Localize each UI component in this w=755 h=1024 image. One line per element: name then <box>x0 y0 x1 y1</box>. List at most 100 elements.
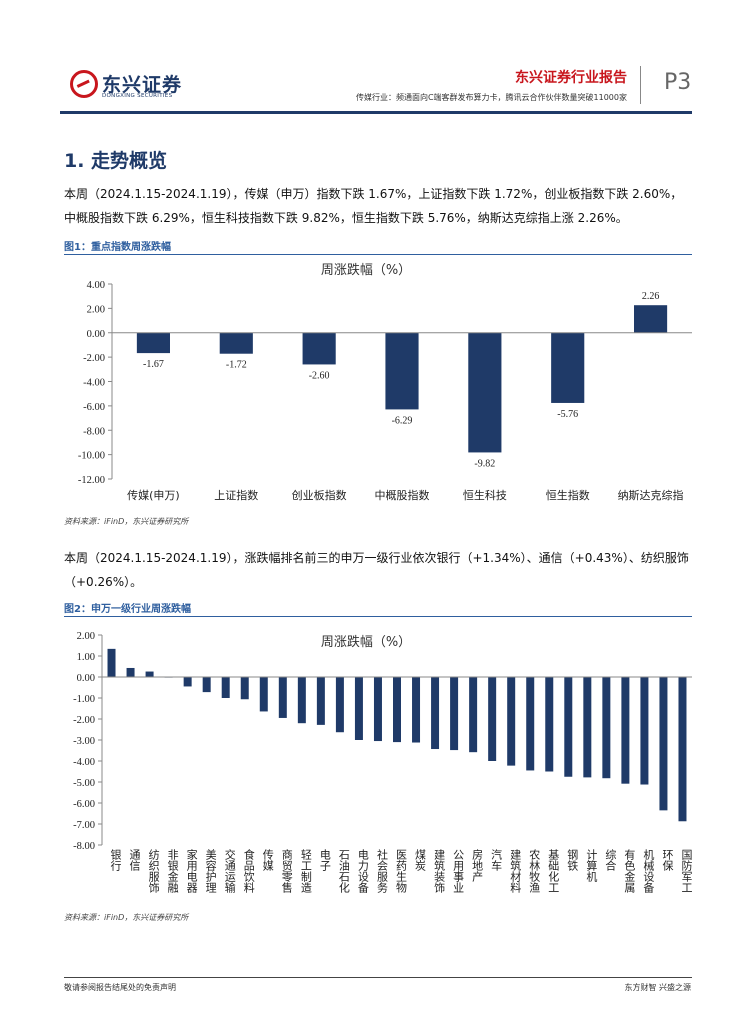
chart-title: 周涨跌幅（%） <box>321 262 411 278</box>
x-category-label: 纺织服饰 <box>147 848 160 893</box>
header-divider <box>640 66 641 104</box>
section-title: 1. 走势概览 <box>64 150 168 172</box>
y-tick-label: 2.00 <box>87 304 105 315</box>
x-category-label: 公用事业 <box>452 849 465 893</box>
bar <box>507 677 516 766</box>
y-tick-label: 0.00 <box>87 329 105 340</box>
x-category-label: 上证指数 <box>214 488 258 502</box>
bar <box>545 677 554 772</box>
y-tick-label: -2.00 <box>83 353 105 364</box>
footer-rule <box>64 977 692 978</box>
y-tick-label: -10.00 <box>78 451 105 462</box>
x-category-label: 传媒(申万) <box>127 489 180 502</box>
y-tick-label: 4.00 <box>87 280 105 291</box>
brand-name: 东兴证券 <box>102 74 183 96</box>
y-tick-label: -4.00 <box>73 757 95 768</box>
y-tick-label: -12.00 <box>78 475 105 486</box>
y-tick-label: -2.00 <box>73 715 95 726</box>
x-category-label: 机械设备 <box>642 848 655 894</box>
x-category-label: 恒生科技 <box>463 488 507 502</box>
y-tick-label: -4.00 <box>83 378 105 389</box>
bar <box>335 677 344 733</box>
bar <box>659 677 668 811</box>
paragraph-industries: 本周（2024.1.15-2024.1.19），涨跌幅排名前三的申万一级行业依次… <box>64 551 689 589</box>
footer-disclaimer: 敬请参阅报告结尾处的免责声明 <box>64 983 176 992</box>
bar-value-label: 2.26 <box>642 291 660 302</box>
bar-value-label: -5.76 <box>557 409 578 420</box>
x-category-label: 传媒 <box>261 849 274 872</box>
bar <box>431 677 440 750</box>
report-subtitle: 传媒行业：频通面向C端客群发布算力卡，腾讯云合作伙伴数量突破11000家 <box>355 93 627 102</box>
bar <box>219 332 253 354</box>
brand-logo-icon <box>70 70 98 98</box>
bar-value-label: -1.67 <box>143 359 164 370</box>
figure-2-rule <box>64 616 692 617</box>
x-category-label: 家用电器 <box>185 848 198 894</box>
bar <box>278 677 287 718</box>
y-tick-label: -8.00 <box>83 426 105 437</box>
bar <box>107 648 116 677</box>
bar <box>126 667 135 677</box>
y-tick-label: -1.00 <box>73 694 95 705</box>
y-tick-label: -3.00 <box>73 736 95 747</box>
x-category-label: 非银金融 <box>166 849 179 894</box>
chart-title: 周涨跌幅（%） <box>321 634 411 650</box>
bar <box>488 677 497 761</box>
bar <box>354 677 363 740</box>
bar <box>385 332 419 410</box>
bar <box>551 332 585 403</box>
x-category-label: 建筑材料 <box>509 848 522 894</box>
figure-1-source: 资料来源：iFinD，东兴证券研究所 <box>64 517 189 526</box>
x-category-label: 商贸零售 <box>280 848 293 894</box>
figure-2-chart: 周涨跌幅（%） 2.00 1.00 0.00 -1.00 -2.00 -3.00 -4.00 -… <box>64 620 693 906</box>
bar <box>678 677 687 822</box>
x-category-label: 美容护理 <box>204 849 217 893</box>
y-tick-label: -6.00 <box>73 799 95 810</box>
x-category-label: 交通运输 <box>223 848 236 894</box>
bar <box>564 677 573 777</box>
y-tick-label: -7.00 <box>73 820 95 831</box>
bar <box>316 677 325 725</box>
x-category-label: 建筑装饰 <box>433 848 446 893</box>
x-category-label: 国防军工 <box>680 849 692 893</box>
x-category-label: 煤炭 <box>414 849 427 872</box>
x-category-label: 基础化工 <box>547 849 560 893</box>
bar <box>183 677 192 687</box>
figure-2-caption: 图2：申万一级行业周涨跌幅 <box>64 604 191 615</box>
bar <box>412 677 421 743</box>
x-category-label: 房地产 <box>471 849 484 883</box>
bar <box>468 332 502 453</box>
bar-value-label: -9.82 <box>474 458 495 469</box>
x-category-label: 电力设备 <box>356 849 369 894</box>
bar-value-label: -2.60 <box>309 370 330 381</box>
bar <box>634 305 668 333</box>
x-category-label: 汽车 <box>490 848 503 872</box>
x-category-label: 综合 <box>604 848 617 871</box>
x-category-label: 恒生指数 <box>546 488 590 502</box>
figure-1-rule <box>64 254 692 255</box>
bar <box>640 677 649 785</box>
x-category-label: 有色金属 <box>623 848 636 894</box>
x-category-label: 轻工制造 <box>299 848 312 893</box>
x-category-label: 通信 <box>128 849 141 872</box>
x-category-label: 纳斯达克综指 <box>618 488 684 502</box>
x-category-label: 电子 <box>318 849 331 871</box>
bar <box>621 677 630 784</box>
bar <box>469 677 478 753</box>
bar <box>302 332 336 365</box>
page-number: P3 <box>664 70 692 95</box>
bar-value-label: -6.29 <box>392 415 413 426</box>
header-rule <box>60 111 692 114</box>
y-tick-label: 2.00 <box>77 631 95 642</box>
bar <box>259 677 268 712</box>
x-category-label: 创业板指数 <box>292 488 347 502</box>
bar-value-label: -1.72 <box>226 360 247 371</box>
y-tick-label: -5.00 <box>73 778 95 789</box>
y-tick-label: 1.00 <box>77 652 95 663</box>
x-category-label: 计算机 <box>585 849 598 882</box>
industry-change-chart: 周涨跌幅（%） 2.00 1.00 0.00 -1.00 -2.00 -3.00 -4.00 -… <box>73 631 693 894</box>
bar <box>583 677 592 778</box>
bar <box>526 677 535 771</box>
bar <box>240 677 249 700</box>
x-category-label: 石油石化 <box>337 849 350 894</box>
